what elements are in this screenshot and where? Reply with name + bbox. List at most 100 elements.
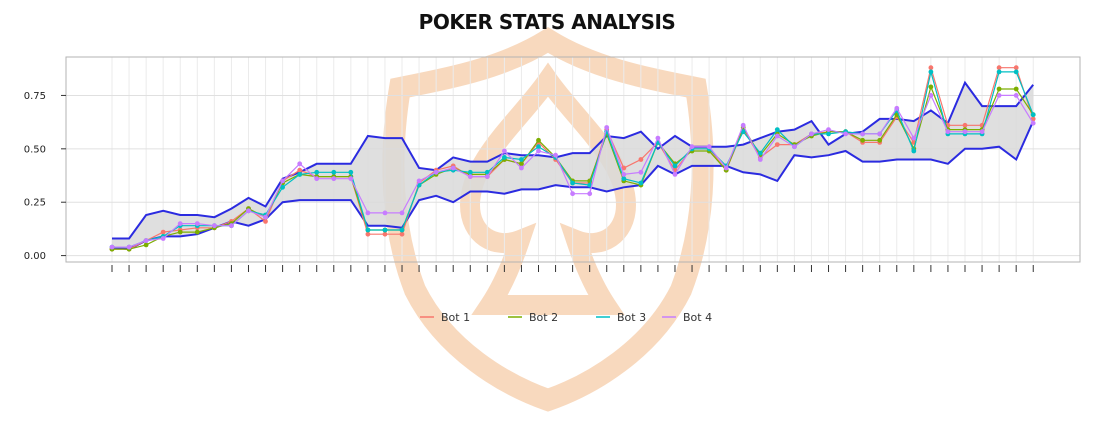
y-tick-label: 0.00: [24, 251, 46, 262]
x-axis: [111, 265, 1034, 272]
data-point: [774, 127, 780, 132]
data-point: [433, 169, 439, 175]
data-point: [877, 137, 883, 143]
data-point: [143, 242, 149, 248]
data-point: [757, 150, 763, 156]
data-point: [143, 238, 149, 244]
data-point: [126, 244, 132, 250]
data-point: [280, 184, 285, 190]
data-point: [331, 169, 337, 175]
data-point: [297, 167, 303, 173]
data-point: [928, 69, 934, 75]
data-point: [314, 176, 320, 182]
data-point: [996, 86, 1002, 92]
data-point: [792, 144, 797, 150]
data-point: [553, 152, 558, 158]
data-point: [1013, 93, 1019, 98]
data-point: [962, 129, 968, 135]
data-point: [774, 142, 780, 148]
data-point: [160, 229, 166, 235]
legend-item-2: Bot 2: [508, 311, 558, 324]
data-point: [911, 148, 917, 154]
data-point: [280, 178, 285, 184]
data-point: [519, 165, 524, 171]
data-point: [212, 223, 217, 229]
data-point: [365, 210, 371, 216]
data-point: [672, 172, 678, 177]
data-point: [638, 157, 644, 162]
legend: Bot 1 Bot 2 Bot 3 Bot 4: [420, 311, 712, 324]
data-point: [740, 122, 746, 128]
data-point: [604, 125, 610, 130]
data-point: [860, 137, 865, 143]
data-point: [570, 180, 575, 186]
data-point: [297, 172, 303, 177]
data-point: [860, 131, 865, 137]
data-point: [570, 191, 575, 197]
y-axis: 0.00 0.25 0.50 0.75: [24, 91, 66, 262]
data-point: [502, 155, 507, 160]
data-point: [740, 129, 746, 135]
data-point: [314, 169, 320, 175]
y-tick-label: 0.75: [24, 91, 46, 102]
data-point: [672, 163, 678, 169]
data-point: [365, 227, 371, 233]
data-point: [263, 219, 268, 224]
data-point: [382, 210, 388, 216]
data-point: [177, 229, 183, 235]
data-point: [809, 131, 814, 137]
data-point: [996, 65, 1002, 71]
data-point: [621, 172, 627, 177]
data-point: [160, 236, 166, 241]
data-point: [399, 210, 405, 216]
data-point: [348, 169, 354, 175]
data-point: [382, 231, 388, 237]
band-area: [112, 82, 1034, 250]
data-point: [519, 157, 524, 162]
data-point: [945, 129, 951, 135]
data-point: [177, 221, 183, 227]
data-point: [962, 122, 968, 128]
data-point: [723, 165, 729, 171]
legend-item-3: Bot 3: [596, 311, 646, 324]
data-point: [246, 208, 251, 214]
data-point: [894, 105, 900, 111]
data-point: [229, 223, 234, 229]
data-point: [536, 148, 541, 154]
data-point: [587, 182, 593, 188]
data-point: [774, 133, 780, 139]
data-point: [877, 131, 883, 137]
data-point: [638, 169, 644, 175]
data-point: [416, 178, 422, 184]
data-point: [843, 131, 848, 137]
y-tick-label: 0.25: [24, 198, 46, 209]
data-point: [331, 176, 337, 182]
chart-grid: [66, 57, 1080, 262]
data-point: [467, 169, 473, 175]
data-point: [382, 227, 388, 233]
data-point: [928, 84, 934, 90]
data-point: [1013, 86, 1019, 92]
data-point: [587, 191, 593, 197]
data-point: [706, 144, 712, 150]
data-point: [297, 161, 303, 167]
data-point: [996, 69, 1002, 75]
data-point: [979, 129, 985, 135]
data-point: [996, 93, 1002, 98]
data-point: [826, 127, 831, 132]
data-point: [621, 165, 627, 171]
data-point: [263, 214, 268, 220]
data-point: [467, 174, 473, 180]
data-point: [450, 165, 456, 171]
legend-label: Bot 2: [529, 311, 558, 324]
data-point: [689, 144, 695, 150]
data-point: [1030, 120, 1036, 126]
data-point: [109, 244, 115, 250]
data-point: [638, 180, 644, 186]
data-point: [484, 169, 490, 175]
data-point: [194, 229, 200, 235]
data-point: [1013, 65, 1019, 71]
data-point: [399, 227, 405, 233]
